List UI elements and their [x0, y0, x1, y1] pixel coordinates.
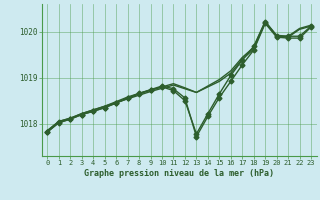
X-axis label: Graphe pression niveau de la mer (hPa): Graphe pression niveau de la mer (hPa) — [84, 169, 274, 178]
